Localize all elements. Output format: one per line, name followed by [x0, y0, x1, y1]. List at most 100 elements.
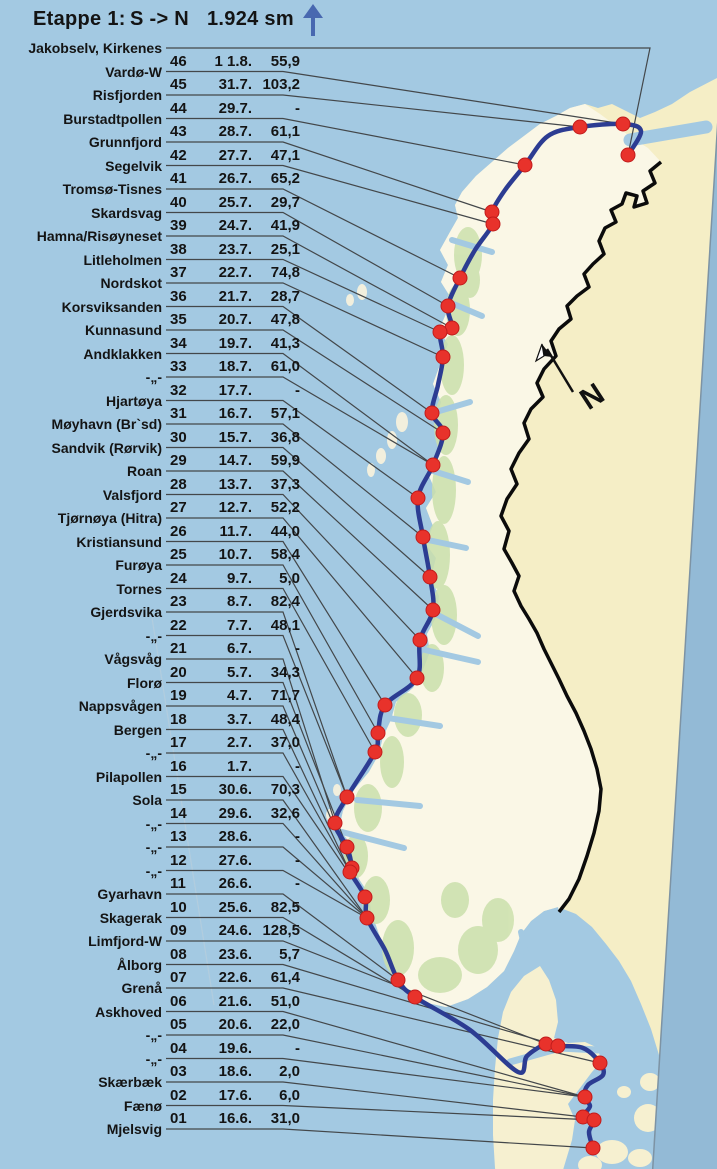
- harbor-dot: [327, 815, 343, 831]
- leg-date: 5.7.: [226, 663, 252, 681]
- leg-no: 26: [170, 522, 187, 540]
- leg-dist: -: [295, 828, 300, 845]
- leg-no: 41: [170, 170, 187, 187]
- leg-dist: 47,8: [270, 311, 300, 328]
- connector-line: [166, 822, 368, 919]
- stop-label: Andklakken: [83, 345, 162, 362]
- leg-dist: 58,4: [270, 546, 300, 563]
- connector-line: [166, 258, 441, 333]
- leg-dist: 103,2: [262, 76, 300, 93]
- stop-label: Skagerak: [99, 909, 162, 926]
- connector-line: [166, 987, 601, 1064]
- leg-dist: 128,5: [262, 922, 300, 939]
- leg-no: 44: [170, 99, 187, 117]
- stop-label: -„-: [145, 862, 162, 879]
- leg-no: 31: [170, 405, 187, 422]
- leg-row: 15 30.6. 70,3: [170, 781, 300, 798]
- stop-label: Pilapollen: [95, 768, 162, 785]
- stop-label: -„-: [145, 1050, 162, 1067]
- connector-line: [166, 141, 493, 213]
- leg-dist: -: [295, 1039, 300, 1057]
- leg-no: 33: [170, 358, 187, 375]
- leg-no: 30: [170, 428, 187, 446]
- leg-dist: 74,8: [270, 264, 300, 281]
- leg-dist: 82,5: [270, 898, 300, 916]
- stop-label: Kunnasund: [85, 322, 162, 338]
- leg-date: 25.6.: [218, 898, 252, 916]
- leg-date: 20.7.: [218, 311, 252, 328]
- leg-row: 16 1.7. -: [170, 758, 300, 775]
- leg-dist: -: [295, 757, 300, 775]
- harbor-dot: [577, 1089, 593, 1105]
- leg-row: 10 25.6. 82,5: [170, 899, 300, 916]
- stop-label: Vardø-W: [105, 63, 162, 80]
- leg-dist: 31,0: [270, 1110, 300, 1127]
- connector-line: [166, 705, 353, 869]
- connector-line: [166, 329, 444, 434]
- leg-dist: 48,4: [270, 710, 300, 728]
- connector-line: [166, 376, 434, 466]
- leg-row: 43 28.7. 61,1: [170, 123, 300, 140]
- leg-no: 32: [170, 381, 187, 399]
- harbor-dot: [586, 1112, 602, 1128]
- title-stage: Etappe 1:: [33, 8, 126, 30]
- stop-label: Møyhavn (Br`sd): [51, 416, 162, 432]
- leg-row: 36 21.7. 28,7: [170, 288, 300, 305]
- leg-date: 27.7.: [218, 146, 252, 164]
- leg-dist: 6,0: [279, 1086, 300, 1104]
- border-line: [499, 160, 663, 914]
- fjords: [339, 237, 531, 965]
- leg-dist: 59,9: [270, 452, 300, 469]
- leg-date: 30.6.: [218, 781, 252, 798]
- leg-no: 23: [170, 593, 187, 610]
- stop-label: Tjørnøya (Hitra): [57, 510, 162, 526]
- leg-dist: 44,0: [270, 522, 300, 540]
- connector-line: [166, 916, 416, 998]
- stop-label: Florø: [127, 674, 162, 691]
- leg-date: 8.7.: [226, 593, 252, 610]
- stop-label: Grenå: [121, 980, 162, 996]
- stop-label: Tromsø-Tisnes: [62, 181, 162, 197]
- leg-dist: 57,1: [270, 405, 300, 422]
- leg-row: 21 6.7. -: [170, 640, 300, 657]
- connector-line: [166, 94, 581, 128]
- leg-no: 21: [170, 640, 187, 657]
- connector-line: [166, 117, 526, 166]
- leg-no: 19: [170, 687, 187, 704]
- connector-line: [166, 846, 368, 919]
- leg-dist: 28,7: [270, 287, 300, 305]
- leg-date: 2.7.: [226, 734, 252, 751]
- leg-row: 11 26.6. -: [170, 875, 300, 892]
- leg-row: 40 25.7. 29,7: [170, 194, 300, 211]
- leg-date: 26.6.: [218, 875, 252, 892]
- leg-row: 14 29.6. 32,6: [170, 805, 300, 822]
- harbor-dot: [424, 405, 440, 421]
- connector-line: [166, 893, 399, 981]
- leg-row: 35 20.7. 47,8: [170, 311, 300, 328]
- leg-dist: 25,1: [270, 240, 300, 258]
- stop-label: Jakobselv, Kirkenes: [28, 40, 162, 56]
- leg-row: 22 7.7. 48,1: [170, 617, 300, 634]
- harbor-dot: [435, 349, 451, 365]
- leg-row: 24 9.7. 5,0: [170, 570, 300, 587]
- leg-no: 09: [170, 922, 187, 939]
- leg-date: 16.6.: [218, 1110, 252, 1127]
- stop-label: Grunnfjord: [88, 134, 162, 150]
- leg-no: 08: [170, 945, 187, 963]
- leg-row: 07 22.6. 61,4: [170, 969, 300, 986]
- leg-no: 12: [170, 851, 187, 869]
- leg-dist: 65,2: [270, 170, 300, 187]
- leg-date: 26.7.: [218, 170, 252, 187]
- leg-row: 13 28.6. -: [170, 828, 300, 845]
- leg-date: 6.7.: [226, 640, 252, 657]
- stop-label: Nordskot: [100, 275, 162, 291]
- leg-row: 12 27.6. -: [170, 852, 300, 869]
- stop-label: Hamna/Risøyneset: [36, 228, 162, 244]
- harbor-dot: [359, 910, 375, 926]
- connector-line: [166, 634, 348, 798]
- leg-row: 03 18.6. 2,0: [170, 1063, 300, 1080]
- leg-row: 34 19.7. 41,3: [170, 335, 300, 352]
- harbor-dot: [432, 324, 448, 340]
- connector-line: [166, 493, 421, 641]
- leg-no: 38: [170, 240, 187, 258]
